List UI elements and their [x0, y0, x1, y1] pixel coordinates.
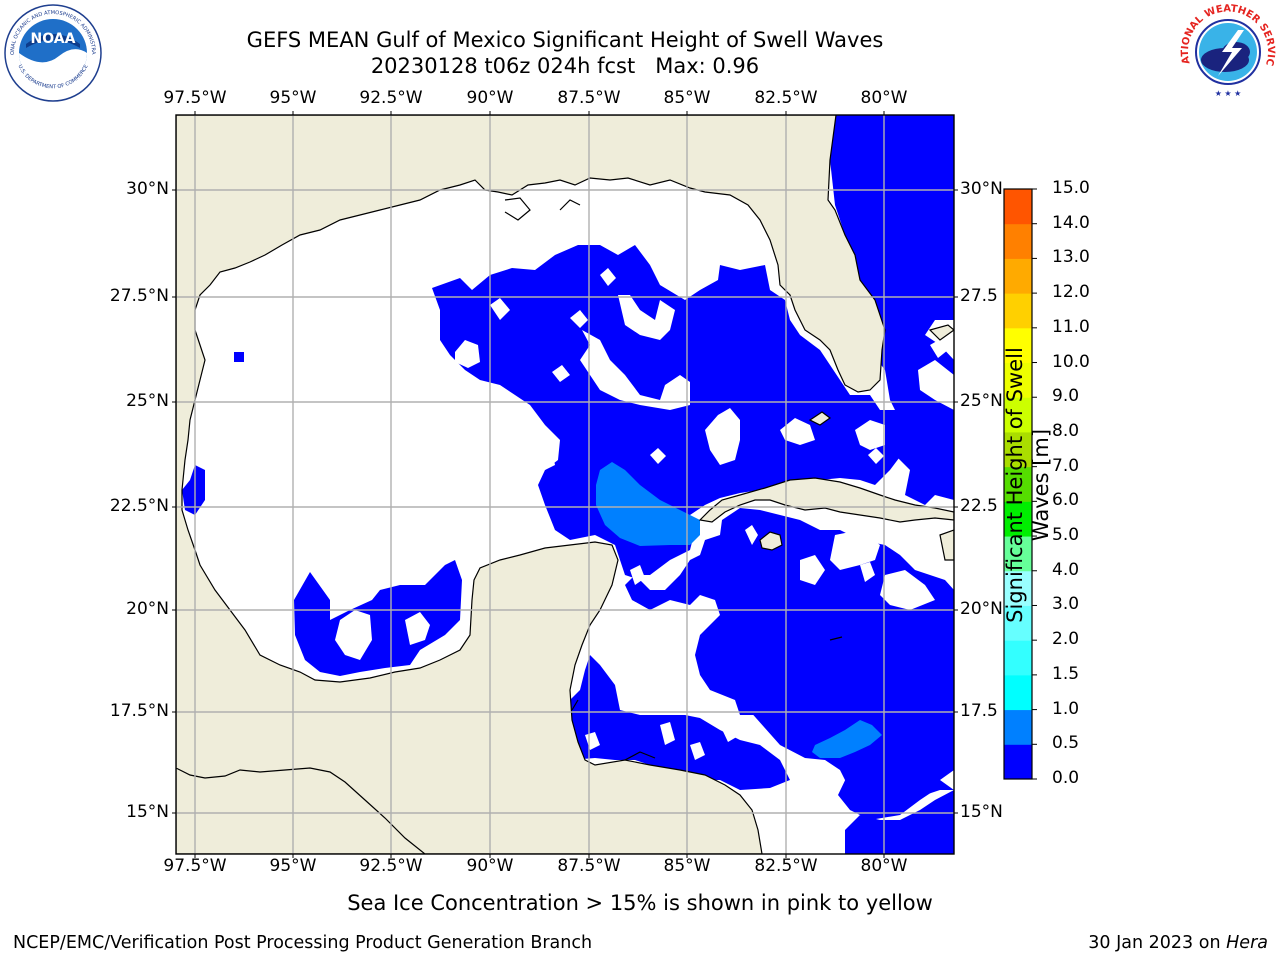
colorbar-tick-label: 14.0	[1052, 212, 1090, 233]
colorbar-segment	[1004, 709, 1032, 745]
colorbar-segment	[1004, 744, 1032, 780]
lon-label-top: 97.5°W	[163, 88, 227, 108]
sea-ice-note: Sea Ice Concentration > 15% is shown in …	[347, 891, 933, 915]
chart-subtitle: 20230128 t06z 024h fcst Max: 0.96	[370, 54, 760, 78]
chart-title: GEFS MEAN Gulf of Mexico Significant Hei…	[246, 28, 884, 52]
colorbar-segment	[1004, 397, 1032, 433]
colorbar-tick-label: 12.0	[1052, 282, 1090, 303]
lat-label-left: 17.5°N	[109, 701, 169, 721]
lon-label-top: 95°W	[269, 88, 317, 108]
colorbar-label-line2: Waves [m]	[1029, 428, 1053, 542]
lat-label-right: 22.5	[960, 496, 998, 516]
lat-label-left: 22.5°N	[109, 496, 169, 516]
colorbar-segment	[1004, 536, 1032, 572]
lat-label-right: 25°N	[960, 391, 1003, 411]
colorbar-segment	[1004, 189, 1032, 225]
colorbar-tick-label: 3.0	[1052, 594, 1080, 615]
lat-label-left: 20°N	[126, 599, 169, 619]
lon-label-bottom: 80°W	[860, 856, 908, 876]
colorbar-tick-label: 10.0	[1052, 351, 1090, 372]
host-name: Hera	[1226, 933, 1268, 953]
colorbar-segment	[1004, 466, 1032, 502]
svg-text:★ ★ ★: ★ ★ ★	[1215, 89, 1242, 98]
colorbar-tick-label: 6.0	[1052, 490, 1080, 511]
colorbar-tick-label: 0.0	[1052, 768, 1080, 788]
lon-label-top: 87.5°W	[557, 88, 621, 108]
colorbar-segment	[1004, 293, 1032, 329]
colorbar-segment	[1004, 501, 1032, 537]
colorbar-tick-label: 15.0	[1052, 178, 1090, 198]
axis-ticks	[172, 111, 958, 858]
colorbar-tick-label: 8.0	[1052, 420, 1080, 441]
lon-label-top: 80°W	[860, 88, 908, 108]
noaa-logo: NOAA NATIONAL OCEANIC AND ATMOSPHERIC AD…	[1, 0, 102, 102]
lat-label-right: 30°N	[960, 179, 1003, 199]
colorbar-tick-label: 13.0	[1052, 247, 1090, 268]
date-stamp: 30 Jan 2023 on Hera	[1088, 933, 1268, 953]
lon-label-bottom: 85°W	[663, 856, 711, 876]
colorbar-tick-label: 2.0	[1052, 629, 1080, 650]
lon-label-top: 85°W	[663, 88, 711, 108]
lat-label-left: 27.5°N	[109, 286, 169, 306]
lon-label-bottom: 90°W	[466, 856, 514, 876]
lat-label-left: 25°N	[126, 391, 169, 411]
colorbar-tick-label: 7.0	[1052, 455, 1080, 476]
lon-label-bottom: 92.5°W	[359, 856, 423, 876]
credit-text: NCEP/EMC/Verification Post Processing Pr…	[13, 933, 593, 953]
lon-label-top: 82.5°W	[754, 88, 818, 108]
lon-label-bottom: 97.5°W	[163, 856, 227, 876]
lat-label-right: 20°N	[960, 599, 1003, 619]
lat-label-left: 30°N	[126, 179, 169, 199]
colorbar-label-line1: Significant Height of Swell	[1003, 347, 1027, 623]
colorbar-segment	[1004, 570, 1032, 606]
colorbar-label: Significant Height of Swell Waves [m]	[1002, 347, 1062, 623]
map-frame	[175, 114, 955, 855]
coastline-details	[504, 197, 843, 761]
colorbar-tick-label: 1.0	[1052, 698, 1080, 719]
lon-label-top: 92.5°W	[359, 88, 423, 108]
lat-label-left: 15°N	[126, 802, 169, 822]
colorbar-frame	[1003, 188, 1033, 780]
date-text: 30 Jan 2023 on	[1088, 933, 1221, 953]
colorbar-segment	[1004, 674, 1032, 711]
lon-label-bottom: 82.5°W	[754, 856, 818, 876]
colorbar-segment	[1004, 258, 1032, 294]
colorbar-segment	[1004, 605, 1032, 641]
colorbar-tick-label: 4.0	[1052, 559, 1080, 580]
lon-label-top: 90°W	[466, 88, 514, 108]
lon-label-bottom: 95°W	[269, 856, 317, 876]
swell-field-gaps	[335, 268, 954, 790]
gridlines	[176, 115, 954, 854]
colorbar-tick-label: 9.0	[1052, 386, 1080, 407]
colorbar-tick-label: 5.0	[1052, 525, 1080, 546]
colorbar-segment	[1004, 223, 1032, 259]
nws-logo: NATIONAL WEATHER SERVICE ★ ★ ★	[1174, 0, 1278, 102]
lat-label-right: 27.5	[960, 286, 998, 306]
colorbar-segment	[1004, 431, 1032, 468]
lat-label-right: 15°N	[960, 802, 1003, 822]
colorbar-segment	[1004, 327, 1032, 364]
colorbar-tick-label: 1.5	[1052, 663, 1080, 684]
lat-label-right: 17.5	[960, 701, 998, 721]
colorbar-segment	[1004, 640, 1032, 676]
colorbar-tick-label: 11.0	[1052, 316, 1090, 337]
lon-label-bottom: 87.5°W	[557, 856, 621, 876]
colorbar-tick-label: 0.5	[1052, 733, 1080, 754]
colorbar-segment	[1004, 362, 1032, 398]
noaa-text: NOAA	[31, 31, 76, 47]
